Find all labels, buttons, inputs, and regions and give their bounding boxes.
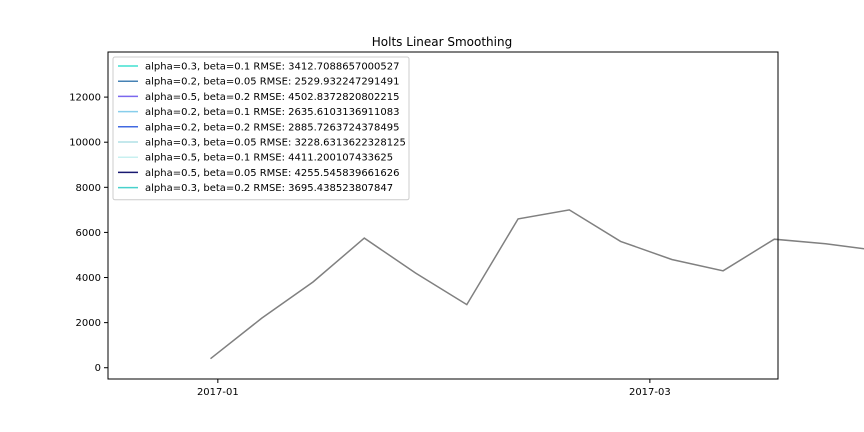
y-tick-label: 10000 [69, 138, 101, 149]
plot-frame [107, 51, 779, 380]
y-tick-label: 4000 [76, 273, 101, 284]
legend-box [112, 56, 410, 201]
plot-area [107, 51, 864, 380]
legend: alpha=0.3, beta=0.1 RMSE: 3412.708865700… [112, 56, 410, 201]
legend-entry-label: alpha=0.3, beta=0.1 RMSE: 3412.708865700… [145, 62, 400, 73]
legend-entry-label: alpha=0.5, beta=0.1 RMSE: 4411.200107433… [145, 153, 393, 164]
y-tick-label: 2000 [76, 318, 101, 329]
legend-entry-label: alpha=0.2, beta=0.1 RMSE: 2635.610313691… [145, 107, 400, 118]
x-tick-label: 2017-03 [629, 387, 671, 398]
y-tick-label: 8000 [76, 183, 101, 194]
x-axis: 2017-012017-032017-052017-072017-092017-… [197, 379, 671, 398]
y-axis: 0 2000 4000 6000 8000 10000 12000 [69, 93, 108, 374]
legend-entry-label: alpha=0.3, beta=0.2 RMSE: 3695.438523807… [145, 183, 393, 194]
legend-entry-label: alpha=0.2, beta=0.05 RMSE: 2529.93224729… [145, 77, 400, 88]
legend-entry-label: alpha=0.5, beta=0.05 RMSE: 4255.54583966… [145, 168, 400, 179]
y-tick-label: 0 [95, 363, 101, 374]
legend-entry-label: alpha=0.3, beta=0.05 RMSE: 3228.63136223… [145, 138, 406, 149]
x-tick-label: 2017-01 [197, 387, 239, 398]
y-tick-label: 6000 [76, 228, 101, 239]
chart-title: Holts Linear Smoothing [372, 35, 512, 49]
legend-entry-label: alpha=0.5, beta=0.2 RMSE: 4502.837282080… [145, 92, 400, 103]
observed-series-line [210, 209, 864, 360]
y-tick-label: 12000 [69, 93, 101, 104]
legend-entry-label: alpha=0.2, beta=0.2 RMSE: 2885.726372437… [145, 122, 400, 133]
